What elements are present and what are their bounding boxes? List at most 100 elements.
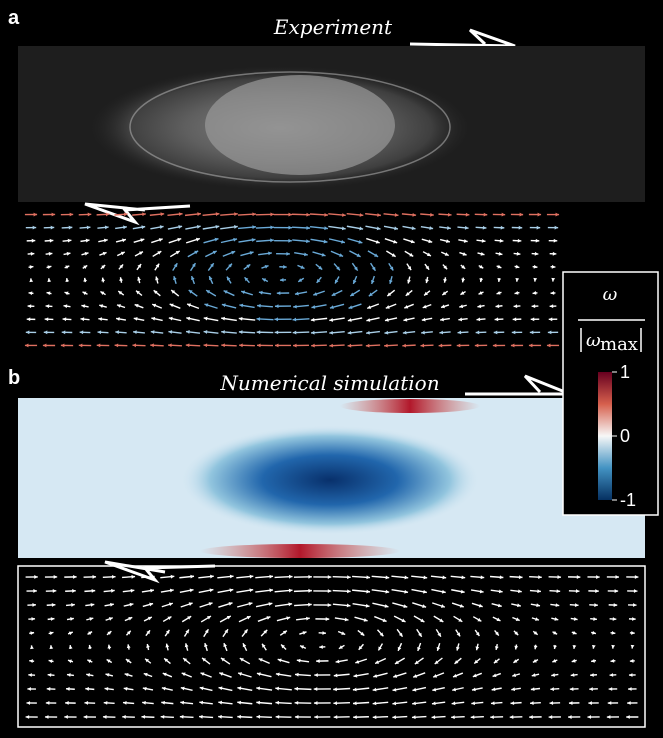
vector-head — [391, 253, 396, 257]
vector-head — [175, 250, 180, 255]
vector-head — [180, 700, 185, 705]
vector-head — [457, 330, 462, 335]
vector-head — [221, 330, 225, 334]
vector-head — [270, 212, 274, 217]
vector-head — [226, 276, 231, 281]
vector-head — [199, 714, 203, 719]
vector-head — [515, 277, 520, 282]
vector-head — [243, 629, 248, 634]
vector-head — [459, 603, 464, 608]
vector-head — [378, 646, 382, 651]
vector-head — [186, 316, 191, 321]
vector-head — [429, 226, 434, 230]
vector-head — [277, 658, 282, 663]
vector-head — [73, 575, 77, 579]
vector-head — [614, 589, 619, 593]
vector-head — [491, 687, 496, 692]
vector-head — [318, 265, 323, 270]
vector-head — [152, 303, 157, 308]
vector-head — [373, 674, 378, 678]
vector-head — [24, 343, 29, 348]
vector-head — [472, 673, 477, 678]
vector-head — [439, 618, 444, 622]
vector-head — [440, 604, 445, 608]
vector-head — [554, 225, 559, 230]
vector-head — [412, 212, 417, 217]
vector-head — [475, 330, 480, 335]
vector-head — [444, 252, 449, 256]
vector-head — [47, 278, 52, 282]
vector-head — [510, 701, 515, 706]
vector-head — [183, 658, 188, 662]
vector-head — [218, 714, 222, 719]
vector-head — [440, 317, 444, 322]
vector-head — [529, 715, 533, 719]
vector-head — [241, 290, 246, 295]
vector-head — [443, 278, 448, 283]
vector-head — [423, 575, 428, 580]
vector-head — [188, 602, 193, 606]
vector-head — [530, 687, 535, 692]
vector-head — [286, 251, 290, 256]
vector-head — [107, 644, 112, 649]
vector-head — [50, 617, 55, 621]
vector-head — [412, 687, 417, 692]
vector-head — [626, 715, 630, 719]
vector-head — [68, 225, 73, 230]
vector-head — [365, 603, 370, 608]
vector-head — [82, 291, 87, 296]
vector-head — [331, 292, 336, 296]
vector-head — [26, 317, 31, 322]
vector-head — [453, 673, 458, 678]
vector-head — [557, 575, 562, 579]
vector-head — [208, 276, 213, 281]
vector-head — [64, 715, 68, 719]
vector-head — [279, 278, 284, 282]
vector-head — [384, 604, 389, 608]
vector-head — [104, 686, 109, 691]
vector-head — [575, 589, 580, 593]
vector-head — [628, 673, 633, 677]
vector-head — [321, 252, 326, 257]
vector-head — [294, 672, 299, 677]
vector-head — [146, 644, 150, 648]
vector-head — [548, 715, 553, 719]
vector-head — [167, 616, 172, 620]
vector-head — [532, 659, 537, 663]
vector-head — [249, 574, 254, 579]
vector-head — [348, 305, 353, 310]
vector-head — [84, 701, 89, 705]
colorbar — [598, 372, 612, 500]
vector-head — [294, 700, 299, 705]
vector-head — [370, 279, 375, 284]
vector-head — [306, 212, 310, 217]
vector-head — [28, 673, 32, 677]
vector-head — [256, 686, 261, 691]
vector-head — [200, 672, 205, 676]
vector-head — [157, 251, 162, 255]
vector-head — [368, 292, 373, 297]
vector-head — [270, 225, 274, 230]
vector-head — [474, 659, 479, 664]
vector-head — [274, 317, 278, 322]
vector-head — [477, 304, 482, 309]
vector-head — [404, 304, 409, 309]
vector-head — [116, 317, 120, 321]
vector-head — [249, 251, 254, 255]
vector-head — [596, 575, 600, 579]
vector-head — [456, 343, 461, 348]
vector-head — [282, 630, 287, 635]
vector-head — [517, 603, 521, 608]
vector-head — [275, 700, 280, 705]
vector-head — [143, 672, 148, 677]
colorbar-tick-label: 0 — [620, 426, 630, 446]
vector-head — [257, 303, 261, 308]
vector-head — [434, 660, 439, 665]
vector-head — [45, 304, 50, 309]
shear-arrow — [465, 374, 571, 396]
vector-head — [266, 616, 271, 620]
vector-head — [403, 317, 408, 322]
vector-head — [549, 304, 554, 309]
vector-head — [142, 700, 146, 705]
vector-head — [411, 715, 416, 720]
